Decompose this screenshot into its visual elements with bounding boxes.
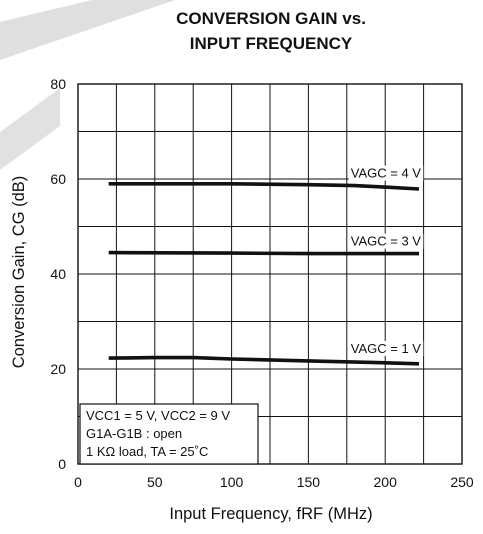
conditions-frame: [79, 403, 259, 465]
y-tick-label: 20: [50, 361, 66, 377]
y-axis-label: Conversion Gain, CG (dB): [10, 176, 28, 369]
conditions-box: VCC1 = 5 V, VCC2 = 9 V G1A-G1B : open 1 KΩ…: [79, 403, 259, 465]
series-labels: VAGC = 4 V VAGC = 3 V VAGC = 1 V: [348, 165, 424, 356]
y-tick-label: 80: [50, 76, 66, 92]
x-tick-label: 100: [220, 474, 244, 490]
x-tick-label: 250: [450, 474, 474, 490]
x-tick-label: 150: [297, 474, 321, 490]
chart-title-line-2: INPUT FREQUENCY: [190, 34, 353, 53]
condition-line-1: VCC1 = 5 V, VCC2 = 9 V: [86, 408, 230, 423]
plot-frame: [77, 83, 463, 465]
y-tick-label: 40: [50, 266, 66, 282]
series-label-1: VAGC = 4 V: [351, 166, 422, 181]
y-tick-label: 0: [58, 456, 66, 472]
watermark: [0, 0, 175, 170]
series-group: [108, 182, 420, 366]
series-line-2: [108, 250, 419, 256]
series-label-backing: [348, 233, 424, 249]
x-axis-label: Input Frequency, fRF (MHz): [169, 505, 372, 523]
x-tick-label: 0: [74, 474, 82, 490]
series-line-1: [108, 182, 420, 191]
x-tick-label: 200: [374, 474, 398, 490]
series-label-2: VAGC = 3 V: [351, 234, 422, 249]
x-tick-labels: 0 50 100 150 200 250: [74, 474, 474, 490]
x-tick-label: 50: [147, 474, 163, 490]
condition-line-2: G1A-G1B : open: [86, 426, 182, 441]
y-tick-labels: 0 20 40 60 80: [50, 76, 66, 472]
chart-title-line-1: CONVERSION GAIN vs.: [176, 9, 366, 28]
series-label-backing: [348, 165, 424, 181]
series-label-backing: [348, 340, 424, 356]
series-line-3: [108, 355, 420, 366]
y-tick-label: 60: [50, 171, 66, 187]
series-label-3: VAGC = 1 V: [351, 341, 422, 356]
condition-line-3: 1 KΩ load, TA = 25˚C: [86, 444, 208, 459]
